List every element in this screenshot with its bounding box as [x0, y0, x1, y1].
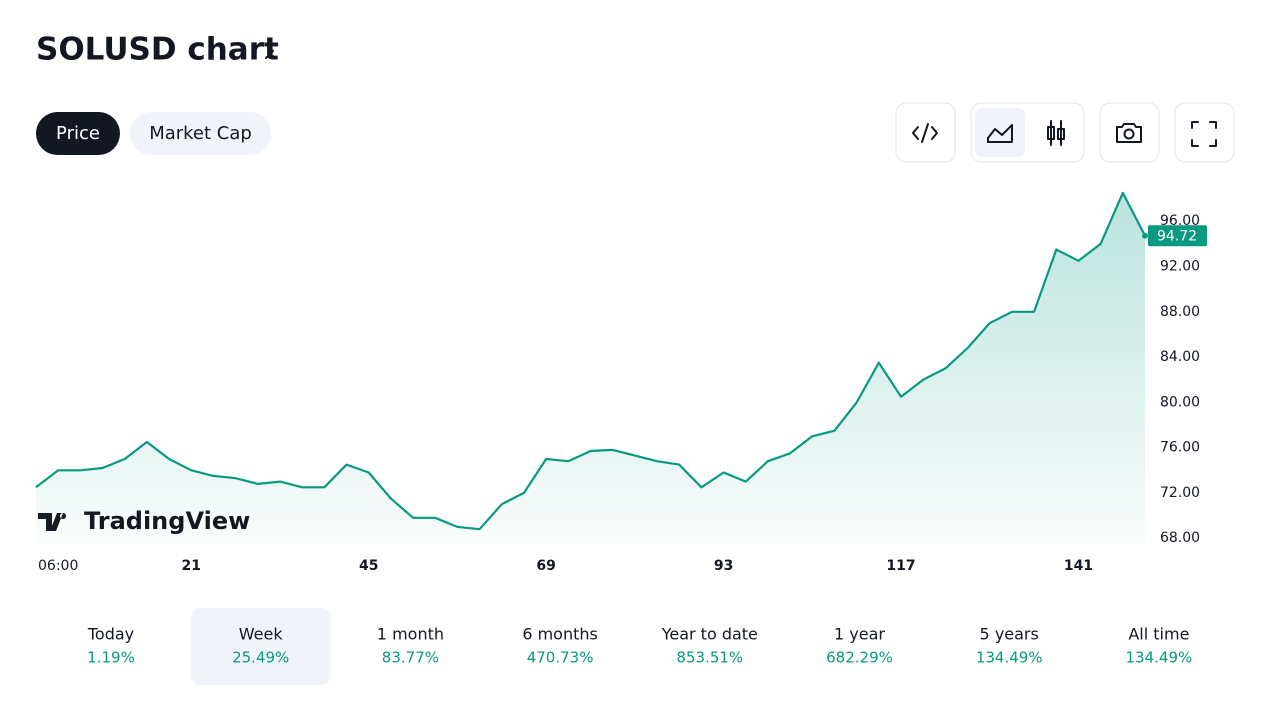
camera-lens [1123, 128, 1135, 140]
range-button[interactable] [490, 608, 630, 685]
range-name: 1 year [834, 625, 885, 644]
range-change: 25.49% [232, 649, 289, 667]
range-button[interactable] [340, 608, 480, 685]
range-name: 1 month [377, 625, 444, 644]
x-tick-label: 21 [182, 558, 201, 574]
fullscreen-icon [1191, 121, 1217, 147]
range-highlight [190, 608, 331, 685]
x-tick-label: 93 [714, 558, 733, 574]
range-name: 6 months [522, 625, 598, 644]
range-change: 470.73% [527, 649, 594, 667]
y-tick-label: 88.00 [1160, 304, 1200, 320]
last-price-box [1148, 225, 1207, 247]
page-title[interactable]: SOLUSD chart [36, 32, 279, 68]
camera-icon [1116, 123, 1142, 143]
area-icon [987, 124, 1013, 143]
watermark: TradingView [84, 507, 250, 535]
tab[interactable] [36, 112, 120, 155]
embed-icon [912, 123, 938, 143]
snapshot-button[interactable] [1099, 102, 1160, 163]
candle-icon [1047, 120, 1065, 146]
range-change: 1.19% [87, 649, 135, 667]
range-button[interactable] [41, 608, 181, 685]
y-tick-label: 80.00 [1160, 394, 1200, 410]
range-name: 5 years [980, 625, 1039, 644]
title-chevron[interactable] [265, 43, 274, 59]
range-name: Today [87, 625, 134, 644]
range-button[interactable] [640, 608, 780, 685]
range-button[interactable] [191, 608, 331, 685]
range-button[interactable] [939, 608, 1079, 685]
tab[interactable] [130, 112, 271, 155]
tab-label: Price [56, 123, 100, 144]
y-tick-label: 68.00 [1160, 530, 1200, 546]
range-change: 83.77% [382, 649, 439, 667]
range-change: 134.49% [1126, 649, 1193, 667]
area-fill [36, 192, 1145, 545]
x-tick-label: 45 [359, 558, 378, 574]
x-tick-label: 69 [536, 558, 555, 574]
last-price-label: 94.72 [1157, 229, 1197, 245]
range-button[interactable] [790, 608, 930, 685]
candle-type-button[interactable] [1033, 108, 1079, 157]
y-tick-label: 72.00 [1160, 485, 1200, 501]
range-change: 134.49% [976, 649, 1043, 667]
x-tick-label: 06:00 [38, 558, 78, 574]
fullscreen-button[interactable] [1174, 102, 1235, 163]
tab-label: Market Cap [149, 123, 252, 144]
range-name: All time [1128, 625, 1189, 644]
y-tick-label: 84.00 [1160, 349, 1200, 365]
price-line [35, 191, 1146, 531]
range-button[interactable] [1089, 608, 1229, 685]
range-name: Week [239, 625, 284, 644]
last-point [1142, 232, 1148, 239]
icon-buttons [895, 102, 1235, 163]
range-change: 682.29% [826, 649, 893, 667]
x-tick-label: 117 [886, 558, 915, 574]
y-tick-label: 76.00 [1160, 440, 1200, 456]
y-tick-label: 92.00 [1160, 259, 1200, 275]
range-change: 853.51% [676, 649, 743, 667]
range-name: Year to date [661, 625, 758, 644]
x-tick-label: 141 [1064, 558, 1093, 574]
